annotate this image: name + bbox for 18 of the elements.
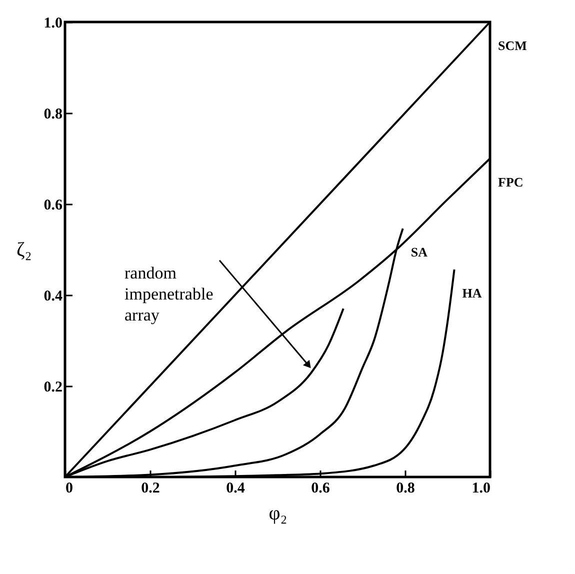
y-tick-label: 0.4 — [44, 288, 63, 304]
y-axis-title: ζ₂ — [16, 239, 32, 261]
y-tick-label: 1.0 — [44, 16, 62, 32]
y-tick-label: 0.2 — [44, 380, 62, 396]
y-tick-label: 0.6 — [44, 198, 63, 214]
series-label: HA — [462, 286, 482, 301]
y-tick-label: 0.8 — [44, 106, 62, 122]
x-axis-title: φ₂ — [268, 502, 288, 524]
x-tick-label: 0 — [66, 480, 73, 496]
x-tick-label: 0.6 — [311, 480, 330, 496]
x-tick-label: 0.8 — [396, 480, 415, 496]
x-tick-label: 0.2 — [141, 480, 160, 496]
series-label: SA — [410, 244, 428, 260]
annotation: random impenetrable array — [124, 263, 214, 324]
x-tick-label: 1.0 — [472, 480, 490, 496]
series-label: FPC — [498, 174, 524, 190]
series-label: SCM — [498, 38, 527, 53]
x-tick-label: 0.4 — [226, 480, 246, 496]
